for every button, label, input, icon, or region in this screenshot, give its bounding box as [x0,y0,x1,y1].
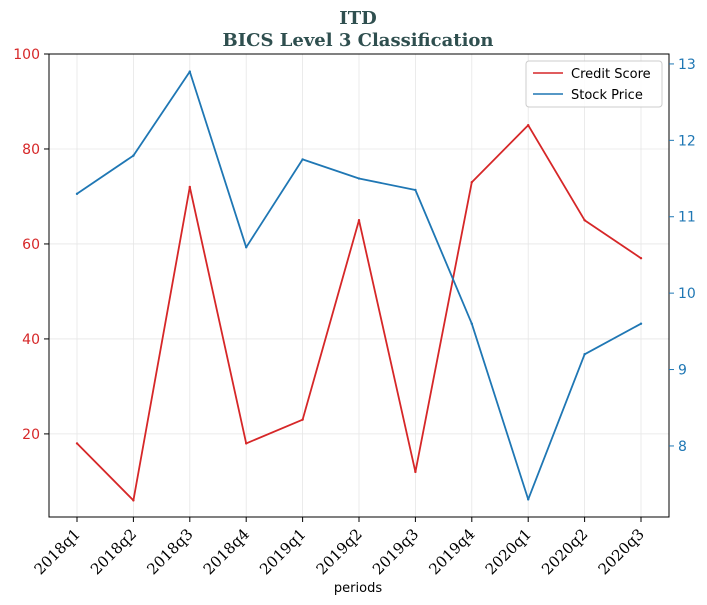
x-tick-label: 2018q1 [31,525,84,578]
data-point-credit-score [583,219,586,222]
x-tick-label: 2020q1 [482,525,535,578]
left-tick-label: 40 [22,332,40,348]
x-axis: 2018q1 2018q2 2018q3 2018q4 2019q1 2019q2 2019… [31,517,648,578]
data-point-credit-score [301,418,304,421]
x-tick-label: 2019q3 [369,525,422,578]
left-tick-label: 20 [22,427,40,443]
left-tick-label: 100 [13,47,40,63]
x-tick-label: 2018q3 [143,525,196,578]
left-tick-label: 60 [22,237,40,253]
data-point-stock-price [188,70,191,73]
data-point-stock-price [527,498,530,501]
data-point-stock-price [470,322,473,325]
x-tick-label: 2020q3 [595,525,648,578]
x-tick-label: 2019q2 [313,525,366,578]
right-tick-label: 13 [678,57,696,73]
x-tick-label: 2018q2 [87,525,140,578]
data-point-credit-score [414,470,417,474]
right-tick-label: 12 [678,133,696,149]
x-tick-label: 2018q4 [200,525,253,578]
chart-title: ITD [339,8,376,29]
left-axis: 20 40 60 80 100 [13,47,49,443]
data-point-stock-price [301,158,304,161]
right-tick-label: 8 [678,439,687,455]
data-point-stock-price [75,192,79,196]
data-point-stock-price [414,188,417,192]
data-point-credit-score [75,442,79,445]
data-point-stock-price [245,246,248,249]
right-axis: 8 9 10 11 12 13 [669,57,696,455]
legend: Credit Score Stock Price [525,60,663,108]
legend-label-credit-score: Credit Score [571,67,651,82]
right-tick-label: 11 [678,210,696,226]
data-point-credit-score [470,181,473,184]
data-point-stock-price [357,177,361,180]
x-tick-label: 2019q1 [256,525,309,578]
x-tick-label: 2020q2 [538,525,591,578]
data-point-credit-score [245,442,248,445]
left-tick-label: 80 [22,142,40,158]
data-point-stock-price [583,353,586,356]
series-layer [75,70,643,502]
right-tick-label: 10 [678,286,696,302]
x-tick-label: 2019q4 [425,525,478,578]
right-tick-label: 9 [678,363,687,379]
data-point-stock-price [132,154,135,157]
x-axis-label: periods [334,581,382,596]
chart-subtitle: BICS Level 3 Classification [222,30,493,51]
legend-label-stock-price: Stock Price [571,88,643,103]
data-point-credit-score [357,219,361,222]
data-point-credit-score [188,185,191,189]
data-point-stock-price [639,322,643,325]
data-point-credit-score [132,499,135,502]
data-point-credit-score [639,256,643,260]
data-point-credit-score [527,124,530,127]
